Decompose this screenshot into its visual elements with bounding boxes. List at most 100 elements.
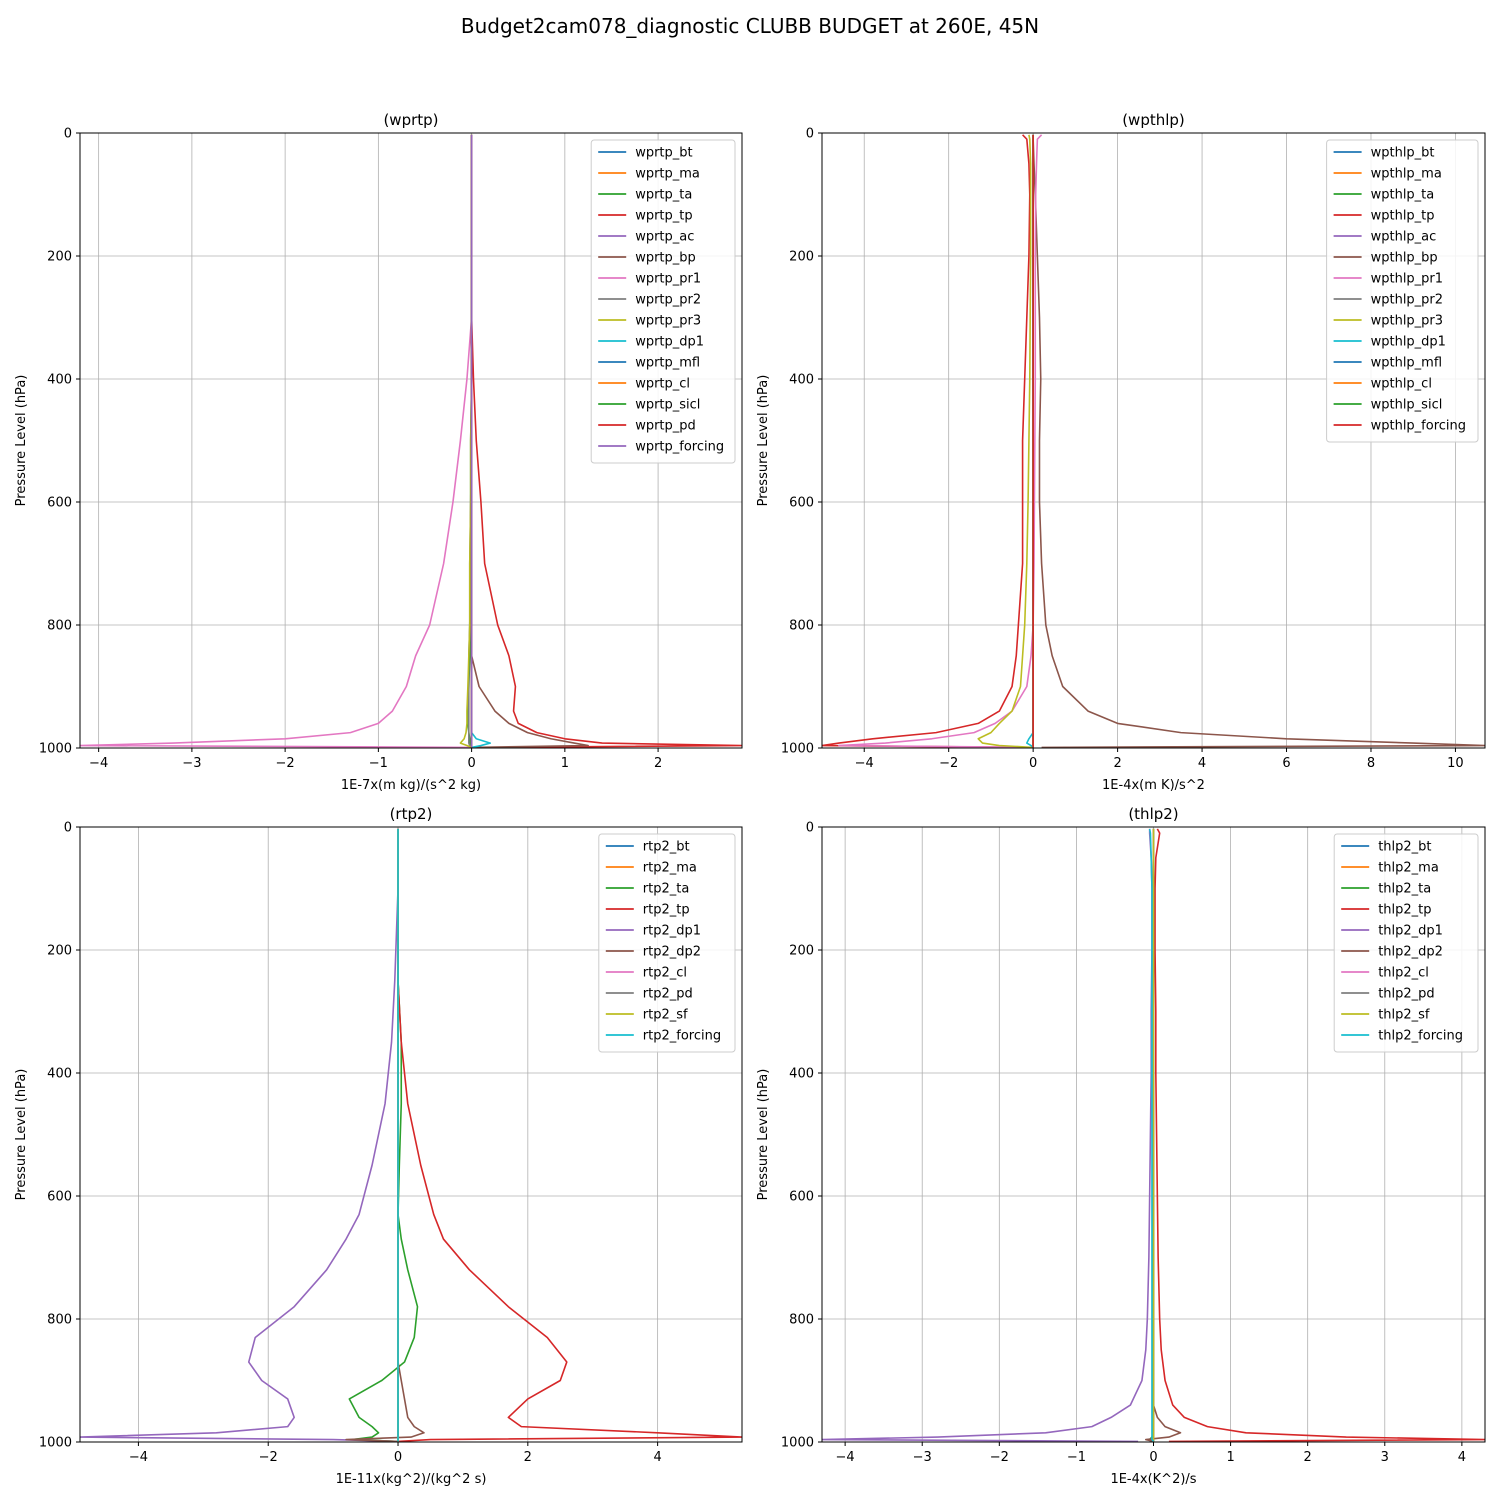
x-tick-label: −3: [913, 1450, 932, 1465]
x-tick-label: −4: [855, 756, 874, 771]
legend-entry-wprtp_pd: wprtp_pd: [635, 419, 696, 434]
legend-entry-thlp2_ta: thlp2_ta: [1378, 882, 1431, 897]
x-tick-label: 4: [653, 1450, 661, 1465]
y-tick-label: 1000: [39, 742, 72, 757]
chart-panel-3: −4 −3 −2 −1 0 1 2 3 4 0 200 400 600 800 1000 (thlp2) 1E-…: [756, 805, 1486, 1487]
legend-entry-wpthlp_pr2: wpthlp_pr2: [1371, 293, 1443, 308]
y-tick-label: 0: [806, 821, 814, 836]
legend-entry-rtp2_pd: rtp2_pd: [643, 987, 693, 1002]
x-axis-label: 1E-4x(m K)/s^2: [1102, 778, 1205, 793]
legend-entry-wprtp_bp: wprtp_bp: [635, 251, 696, 266]
y-tick-label: 200: [789, 250, 814, 265]
legend-entry-wpthlp_dp1: wpthlp_dp1: [1371, 335, 1446, 350]
legend-entry-wprtp_ta: wprtp_ta: [635, 188, 692, 203]
legend-entry-wpthlp_ta: wpthlp_ta: [1371, 188, 1435, 203]
chart-panel-0: −4 −3 −2 −1 0 1 2 0 200 400 600 800 1000 (wprtp) 1E-7x…: [14, 111, 743, 793]
series-group: [822, 134, 1485, 748]
legend-entry-wpthlp_sicl: wpthlp_sicl: [1371, 398, 1443, 413]
legend-entry-wprtp_forcing: wprtp_forcing: [635, 440, 724, 455]
legend-entry-wprtp_tp: wprtp_tp: [635, 209, 692, 224]
x-tick-label: −2: [276, 756, 295, 771]
legend-entry-thlp2_tp: thlp2_tp: [1378, 903, 1431, 918]
legend-entry-thlp2_forcing: thlp2_forcing: [1378, 1029, 1463, 1044]
series-group: [822, 828, 1485, 1442]
y-tick-label: 0: [806, 127, 814, 142]
legend-entry-rtp2_dp1: rtp2_dp1: [643, 924, 701, 939]
axes-frame: [821, 132, 1486, 749]
legend-entry-thlp2_dp1: thlp2_dp1: [1378, 924, 1443, 939]
y-tick-label: 800: [789, 1313, 814, 1328]
legend-box: [1333, 833, 1479, 1053]
x-tick-label: 2: [654, 756, 662, 771]
legend-entry-thlp2_ma: thlp2_ma: [1378, 861, 1439, 876]
series-group: [80, 828, 742, 1442]
x-tick-label: 0: [1149, 1450, 1157, 1465]
series-line-wprtp_bp: [470, 134, 589, 748]
series-line-thlp2_forcing: [1148, 828, 1155, 1442]
legend-entry-rtp2_dp2: rtp2_dp2: [643, 945, 701, 960]
y-tick-label: 1000: [781, 742, 814, 757]
y-tick-label: 400: [47, 1067, 72, 1082]
y-tick-label: 800: [789, 619, 814, 634]
legend-entry-rtp2_tp: rtp2_tp: [643, 903, 690, 918]
x-tick-label: 0: [394, 1450, 402, 1465]
legend-entry-wprtp_ac: wprtp_ac: [635, 230, 694, 245]
series-line-wprtp_pr1: [80, 134, 473, 748]
y-tick-label: 800: [47, 619, 72, 634]
y-tick-label: 400: [789, 373, 814, 388]
legend-entry-wpthlp_tp: wpthlp_tp: [1371, 209, 1435, 224]
x-tick-label: 6: [1282, 756, 1290, 771]
series-group: [80, 134, 742, 748]
legend-entry-wpthlp_bp: wpthlp_bp: [1371, 251, 1438, 266]
series-line-thlp2_dp1: [822, 828, 1153, 1442]
y-axis-label: Pressure Level (hPa): [756, 1069, 771, 1201]
y-tick-label: 1000: [39, 1436, 72, 1451]
x-tick-label: 1: [561, 756, 569, 771]
x-axis-label: 1E-4x(K^2)/s: [1110, 1472, 1196, 1487]
x-tick-label: −1: [1067, 1450, 1086, 1465]
x-tick-label: 4: [1198, 756, 1206, 771]
x-tick-label: −3: [182, 756, 201, 771]
series-line-rtp2_dp2: [345, 828, 425, 1442]
x-tick-label: −2: [939, 756, 958, 771]
series-line-thlp2_tp: [1154, 828, 1485, 1442]
x-tick-label: 10: [1447, 756, 1464, 771]
chart-title: (wpthlp): [1122, 111, 1185, 129]
legend-entry-rtp2_cl: rtp2_cl: [643, 966, 687, 981]
legend-entry-wprtp_pr3: wprtp_pr3: [635, 314, 701, 329]
legend: wprtp_bt wprtp_ma wprtp_ta wprtp_tp wprtp_ac…: [590, 139, 736, 464]
x-tick-label: 2: [524, 1450, 532, 1465]
legend: rtp2_bt rtp2_ma rtp2_ta rtp2_tp rtp2_dp1 rtp2…: [598, 833, 736, 1053]
y-tick-label: 0: [64, 127, 72, 142]
legend-entry-thlp2_pd: thlp2_pd: [1378, 987, 1434, 1002]
legend-entry-thlp2_cl: thlp2_cl: [1378, 966, 1429, 981]
y-tick-label: 200: [47, 250, 72, 265]
series-line-wpthlp_tp: [822, 134, 1031, 748]
legend-entry-rtp2_bt: rtp2_bt: [643, 840, 690, 855]
y-tick-label: 200: [789, 944, 814, 959]
legend-entry-rtp2_forcing: rtp2_forcing: [643, 1029, 721, 1044]
y-tick-label: 1000: [781, 1436, 814, 1451]
x-tick-label: 8: [1367, 756, 1375, 771]
legend: thlp2_bt thlp2_ma thlp2_ta thlp2_tp thlp2_dp…: [1333, 833, 1479, 1053]
legend-entry-wprtp_cl: wprtp_cl: [635, 377, 690, 392]
x-axis-label: 1E-11x(kg^2)/(kg^2 s): [336, 1472, 487, 1487]
y-tick-label: 600: [47, 496, 72, 511]
legend-entry-wpthlp_ma: wpthlp_ma: [1371, 167, 1442, 182]
x-tick-label: 3: [1381, 1450, 1389, 1465]
legend-entry-wpthlp_bt: wpthlp_bt: [1371, 146, 1435, 161]
legend-entry-rtp2_sf: rtp2_sf: [643, 1008, 688, 1023]
series-line-rtp2_tp: [397, 828, 742, 1442]
legend-entry-wprtp_ma: wprtp_ma: [635, 167, 700, 182]
x-tick-label: −4: [129, 1450, 148, 1465]
x-tick-label: 2: [1304, 1450, 1312, 1465]
x-tick-label: −4: [836, 1450, 855, 1465]
y-tick-label: 600: [789, 1190, 814, 1205]
x-axis-label: 1E-7x(m kg)/(s^2 kg): [341, 778, 481, 793]
series-line-rtp2_ta: [348, 828, 419, 1442]
series-line-wpthlp_pr1: [838, 134, 1043, 748]
x-tick-label: 1: [1226, 1450, 1234, 1465]
y-tick-label: 600: [47, 1190, 72, 1205]
chart-panel-2: −4 −2 0 2 4 0 200 400 600 800 1000 (rtp2) 1E-11x(kg^…: [14, 805, 743, 1487]
